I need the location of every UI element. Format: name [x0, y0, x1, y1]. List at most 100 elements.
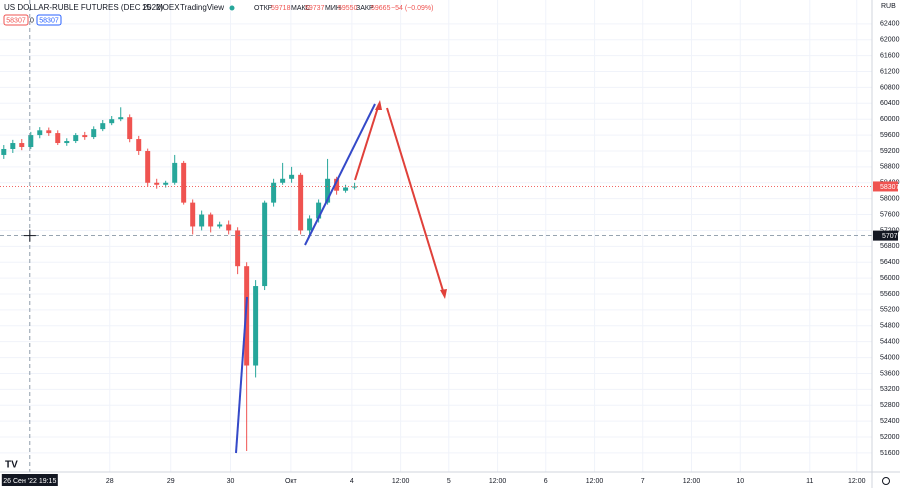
y-tick-label: 54000	[880, 354, 900, 361]
y-tick-label: 56800	[880, 243, 900, 250]
y-tick-label: 62000	[880, 37, 900, 44]
candle-body	[136, 139, 142, 151]
arrow-head	[375, 100, 382, 110]
y-tick-label: 53600	[880, 370, 900, 377]
candle-body	[118, 117, 124, 120]
grid	[0, 0, 872, 472]
symbol: US DOLLAR-RUBLE FUTURES (DEC 2022)	[4, 3, 163, 12]
candle-body	[82, 135, 88, 138]
crosshair-price-label: 57070	[882, 233, 900, 240]
y-tick-label: 51600	[880, 450, 900, 457]
crosshair-price-tag	[873, 230, 898, 241]
candle-body	[253, 286, 259, 366]
candle-body	[28, 135, 34, 148]
candle-body	[352, 186, 358, 188]
candle-body	[316, 202, 322, 219]
candle-body	[280, 178, 286, 183]
candle-body	[19, 143, 25, 148]
exchange: MOEX	[156, 3, 180, 12]
candle-body	[334, 178, 340, 191]
y-tick-label: 62400	[880, 21, 900, 28]
buy-price: 58307	[39, 17, 59, 24]
x-tick-label: 28	[106, 478, 114, 485]
x-tick-label: 12:00	[489, 478, 507, 485]
candle-body	[208, 214, 214, 227]
candle-body	[163, 182, 169, 185]
trend-line	[235, 296, 248, 454]
candle-body	[235, 230, 241, 267]
crosshair-time-tag	[1, 474, 58, 486]
x-tick-label: 11	[806, 478, 813, 485]
candle-body	[289, 174, 295, 179]
y-tick-label: 54400	[880, 339, 900, 346]
candle-body	[271, 182, 277, 203]
candle-body	[226, 224, 232, 231]
sell-price: 58307	[6, 17, 26, 24]
candle-body	[127, 117, 133, 140]
candle-body	[190, 202, 196, 227]
candle-body	[199, 214, 205, 227]
candle-body	[217, 224, 223, 227]
candle-body	[298, 174, 304, 231]
y-tick-label: 52800	[880, 402, 900, 409]
x-tick-label: 4	[350, 478, 354, 485]
candle-body	[73, 135, 79, 142]
candle-body	[262, 202, 268, 287]
drawings	[235, 100, 447, 454]
y-tick-label: 56400	[880, 259, 900, 266]
x-tick-label: 12:00	[586, 478, 604, 485]
candle-body	[109, 119, 115, 124]
candle-body	[46, 130, 52, 134]
x-tick-label: 29	[167, 478, 175, 485]
y-tick-label: 56000	[880, 275, 900, 282]
x-tick-label: 12:00	[848, 478, 866, 485]
y-tick-label: 55200	[880, 307, 900, 314]
settings-icon[interactable]	[882, 477, 890, 485]
axes: 62400 62000 61600 61200 60800 60400 60000 59600…	[1, 21, 900, 486]
crosshair-time-label: 26 Сен '22 19:15	[3, 478, 56, 485]
x-tick-label: 12:00	[392, 478, 410, 485]
arrow-line	[354, 103, 380, 181]
open-value: 59718	[271, 5, 291, 12]
y-tick-label: 61200	[880, 68, 900, 75]
interval: 15	[142, 3, 151, 12]
candle-body	[307, 218, 313, 231]
y-tick-label: 55600	[880, 291, 900, 298]
trend-line	[304, 103, 376, 246]
candle-body	[37, 130, 43, 136]
candle-body	[181, 162, 187, 203]
y-tick-label: 53200	[880, 386, 900, 393]
high-value: 59737	[305, 5, 325, 12]
candle-body	[325, 178, 331, 203]
y-tick-label: 61600	[880, 52, 900, 59]
y-tick-label: 60800	[880, 84, 900, 91]
low-value: 59550	[338, 5, 358, 12]
y-tick-label: 58800	[880, 164, 900, 171]
spread: 0	[30, 17, 34, 24]
last-price-label: 58307	[880, 184, 900, 191]
y-tick-label: 59200	[880, 148, 900, 155]
x-tick-label: Окт	[285, 478, 298, 485]
buy-box[interactable]	[36, 14, 62, 26]
change: −54 (−0.09%)	[391, 5, 433, 12]
candle-body	[154, 182, 160, 185]
source: TradingView	[180, 3, 224, 12]
candle-body	[1, 148, 7, 155]
x-tick-label: 7	[641, 478, 645, 485]
candle-body	[10, 143, 16, 149]
sell-box[interactable]	[3, 14, 29, 26]
low-label: МИН	[325, 5, 341, 12]
currency: RUB	[881, 3, 896, 10]
y-tick-label: 57600	[880, 211, 900, 218]
candle-body	[145, 150, 151, 183]
close-value: 59665	[371, 5, 391, 12]
y-tick-label: 58000	[880, 195, 900, 202]
arrow-head	[440, 289, 447, 299]
candle-body	[172, 162, 178, 183]
y-tick-label: 60400	[880, 100, 900, 107]
last-price-tag	[873, 181, 898, 192]
close-label: ЗАКР	[356, 5, 374, 12]
y-tick-label: 52400	[880, 418, 900, 425]
header: US DOLLAR-RUBLE FUTURES (DEC 2022) 15 MO…	[3, 3, 896, 26]
